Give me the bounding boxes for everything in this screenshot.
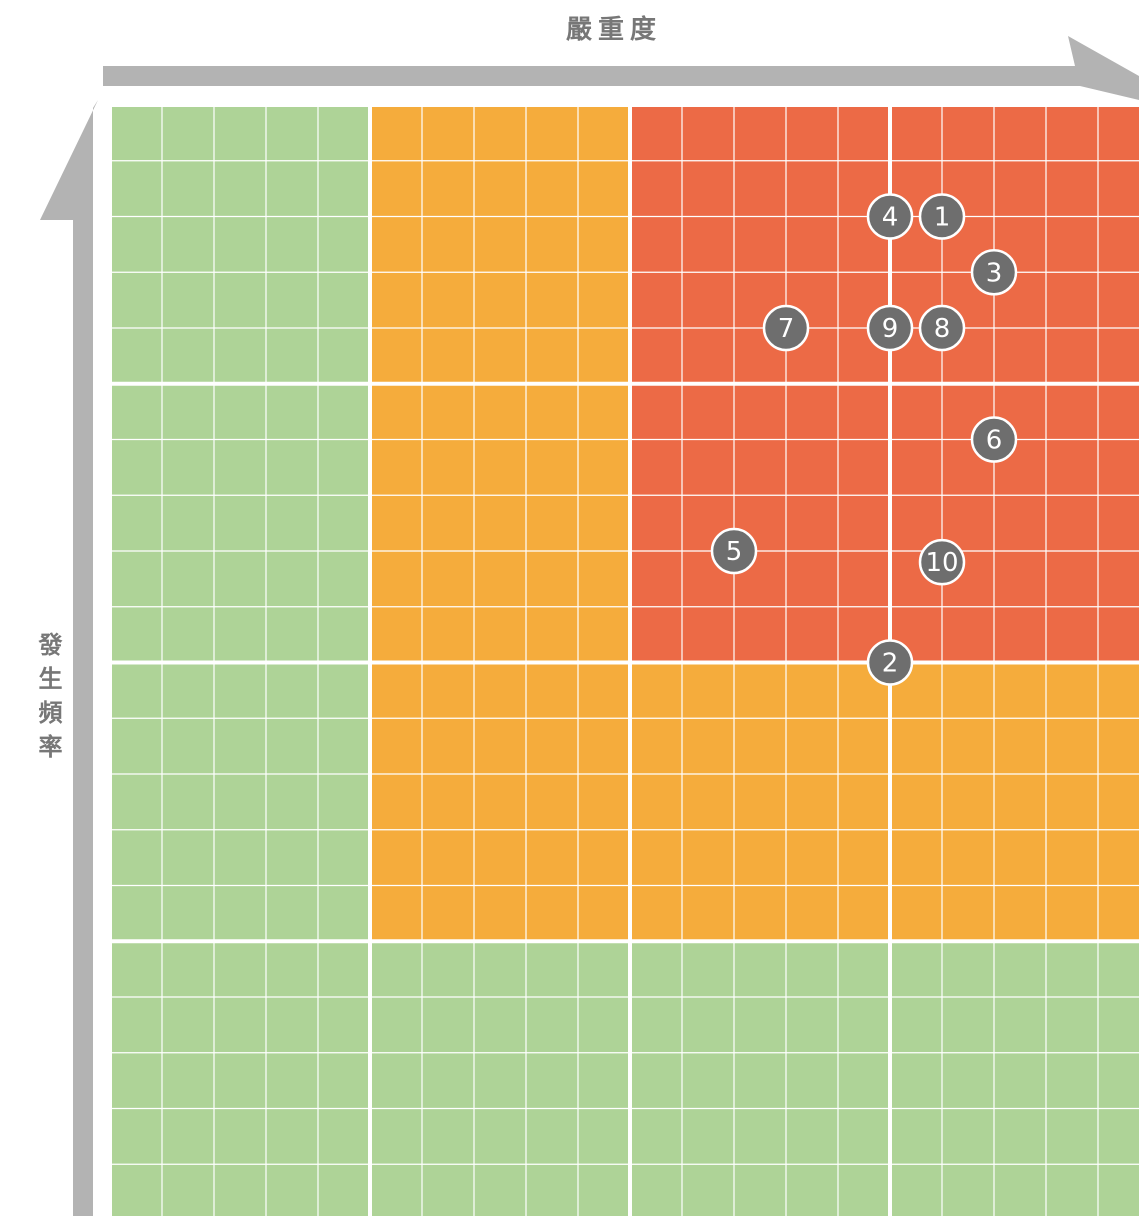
point-label: 8 — [934, 314, 951, 344]
zone — [110, 662, 370, 942]
zone — [630, 383, 890, 663]
point — [918, 538, 966, 586]
point — [918, 193, 966, 240]
zone — [630, 105, 890, 384]
y-axis-label: 發生頻率 — [34, 632, 63, 768]
point-label: 1 — [934, 203, 951, 233]
point — [866, 193, 914, 240]
point-label: 10 — [925, 548, 958, 578]
point-label: 3 — [986, 258, 1003, 288]
zone — [370, 383, 630, 663]
zone — [630, 941, 890, 1216]
points: 1 2 3 4 5 6 7 8 9 10 — [710, 193, 1018, 686]
point-label: 6 — [986, 426, 1003, 456]
point — [866, 304, 914, 352]
zone — [890, 662, 1139, 942]
point — [866, 639, 914, 686]
zone — [890, 941, 1139, 1216]
point — [970, 416, 1018, 463]
x-axis-arrow — [103, 36, 1139, 100]
point — [762, 304, 810, 352]
point-label: 4 — [882, 203, 899, 233]
point-label: 7 — [778, 314, 795, 344]
point-label: 9 — [882, 314, 899, 344]
point-label: 2 — [882, 649, 899, 679]
point-label: 5 — [726, 537, 743, 567]
zone — [630, 662, 890, 942]
zone — [890, 383, 1139, 663]
zone — [110, 105, 370, 384]
zone — [370, 662, 630, 942]
x-axis-label: 嚴重度 — [566, 14, 662, 45]
zone — [370, 105, 630, 384]
zone — [110, 383, 370, 663]
zone — [370, 941, 630, 1216]
point — [710, 527, 758, 575]
zone — [110, 941, 370, 1216]
point — [918, 304, 966, 352]
point — [970, 249, 1018, 296]
y-axis-arrow — [40, 100, 98, 1216]
